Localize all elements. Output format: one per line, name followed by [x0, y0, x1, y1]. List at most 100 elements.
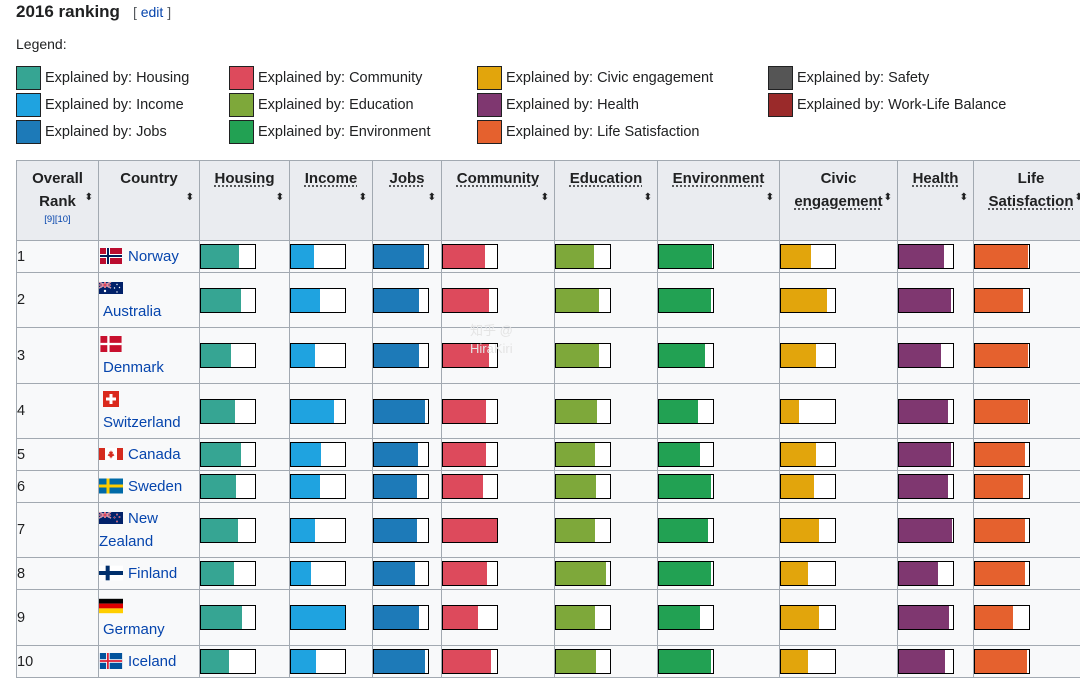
- sort-icon[interactable]: ⬍: [883, 192, 892, 203]
- civic-score-fill: [781, 475, 815, 498]
- environment-score-fill: [659, 518, 708, 542]
- environment-score-bar: [658, 442, 714, 467]
- header-overall-rank[interactable]: Overall Rank [9][10] ⬍: [16, 160, 99, 241]
- header-education[interactable]: Education ⬍: [554, 160, 658, 241]
- civic-score-fill: [781, 245, 811, 268]
- legend-swatch: [16, 120, 41, 144]
- sort-icon[interactable]: ⬍: [84, 192, 93, 203]
- life-cell: [973, 438, 1080, 471]
- sort-icon[interactable]: ⬍: [959, 192, 968, 203]
- header-community[interactable]: Community ⬍: [441, 160, 555, 241]
- community-score-bar: [442, 244, 498, 269]
- header-income[interactable]: Income ⬍: [289, 160, 373, 241]
- denmark-flag-icon: [99, 335, 123, 352]
- civic-cell: [779, 240, 898, 273]
- life-score-fill: [975, 650, 1027, 673]
- environment-score-bar: [658, 517, 714, 543]
- jobs-score-fill: [374, 562, 415, 585]
- income-score-fill: [291, 399, 335, 423]
- country-link[interactable]: Denmark: [103, 358, 164, 376]
- header-health[interactable]: Health ⬍: [897, 160, 974, 241]
- civic-cell: [779, 470, 898, 503]
- community-score-fill: [443, 475, 483, 498]
- country-link[interactable]: Iceland: [128, 653, 177, 670]
- education-score-fill: [556, 475, 596, 498]
- life-cell: [973, 645, 1080, 678]
- jobs-score-bar: [373, 649, 429, 674]
- legend-column-2: Explained by: Community Explained by: Ed…: [229, 66, 431, 147]
- income-score-bar: [290, 244, 346, 269]
- jobs-score-bar: [373, 561, 429, 586]
- life-score-bar: [974, 649, 1030, 674]
- jobs-cell: [372, 557, 442, 590]
- header-country[interactable]: Country ⬍: [98, 160, 200, 241]
- education-cell: [554, 645, 658, 678]
- community-cell: [441, 557, 555, 590]
- sort-icon[interactable]: ⬍: [1074, 192, 1080, 203]
- environment-score-fill: [659, 650, 711, 673]
- health-cell: [897, 272, 974, 328]
- income-cell: [289, 502, 373, 558]
- health-score-fill: [899, 288, 951, 312]
- country-link[interactable]: Norway: [128, 248, 179, 265]
- community-cell: [441, 272, 555, 328]
- income-score-bar: [290, 398, 346, 424]
- country-link[interactable]: Finland: [128, 565, 178, 582]
- life-score-bar: [974, 244, 1030, 269]
- community-score-fill: [443, 606, 479, 629]
- header-civic-engagement[interactable]: Civic engagement ⬍: [779, 160, 898, 241]
- environment-score-fill: [659, 344, 705, 367]
- country-link[interactable]: Canada: [128, 446, 181, 463]
- sort-icon[interactable]: ⬍: [275, 192, 284, 203]
- sort-icon[interactable]: ⬍: [185, 192, 194, 203]
- income-score-bar: [290, 517, 346, 543]
- housing-score-bar: [200, 398, 256, 424]
- country-link[interactable]: Sweden: [128, 478, 183, 495]
- sort-icon[interactable]: ⬍: [540, 192, 549, 203]
- jobs-score-bar: [373, 398, 429, 424]
- environment-score-fill: [659, 399, 699, 423]
- table-row: 8 Finland: [16, 557, 1080, 590]
- jobs-score-bar: [373, 442, 429, 467]
- income-score-fill: [291, 518, 316, 542]
- environment-cell: [657, 470, 780, 503]
- jobs-cell: [372, 502, 442, 558]
- header-housing[interactable]: Housing ⬍: [199, 160, 290, 241]
- jobs-score-fill: [374, 518, 418, 542]
- education-cell: [554, 502, 658, 558]
- country-link[interactable]: Switzerland: [103, 414, 181, 431]
- life-cell: [973, 470, 1080, 503]
- community-score-bar: [442, 605, 498, 630]
- country-cell: Norway: [98, 240, 200, 273]
- sort-icon[interactable]: ⬍: [643, 192, 652, 203]
- legend-item-life-satisfaction: Explained by: Life Satisfaction: [477, 120, 713, 147]
- environment-score-bar: [658, 244, 714, 269]
- table-row: 4 Switzerland: [16, 383, 1080, 439]
- education-score-fill: [556, 562, 606, 585]
- life-score-fill: [975, 562, 1026, 585]
- country-cell: Iceland: [98, 645, 200, 678]
- country-link[interactable]: New Zealand: [99, 510, 159, 550]
- civic-cell: [779, 645, 898, 678]
- education-score-bar: [555, 474, 611, 499]
- header-environment[interactable]: Environment ⬍: [657, 160, 780, 241]
- income-score-bar: [290, 605, 346, 630]
- community-score-fill: [443, 562, 488, 585]
- sort-icon[interactable]: ⬍: [427, 192, 436, 203]
- rank-references[interactable]: [9][10]: [44, 214, 71, 225]
- housing-score-fill: [201, 606, 242, 629]
- header-jobs[interactable]: Jobs ⬍: [372, 160, 442, 241]
- community-cell: [441, 240, 555, 273]
- housing-score-fill: [201, 245, 240, 268]
- legend-swatch: [477, 120, 502, 144]
- header-life-satisfaction[interactable]: Life Satisfaction ⬍: [973, 160, 1080, 241]
- sort-icon[interactable]: ⬍: [358, 192, 367, 203]
- community-score-bar: [442, 442, 498, 467]
- sort-icon[interactable]: ⬍: [765, 192, 774, 203]
- environment-score-bar: [658, 343, 714, 368]
- canada-flag-icon: [99, 446, 123, 462]
- country-link[interactable]: Australia: [103, 303, 162, 320]
- edit-link[interactable]: edit: [140, 4, 164, 20]
- income-cell: [289, 589, 373, 646]
- country-link[interactable]: Germany: [103, 620, 165, 638]
